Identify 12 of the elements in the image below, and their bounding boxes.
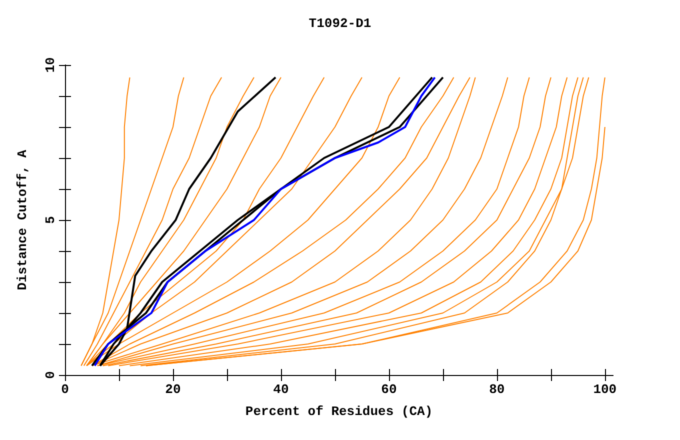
x-axis-title: Percent of Residues (CA) <box>245 404 433 419</box>
x-tick-label: 40 <box>273 382 289 397</box>
x-tick-label: 0 <box>61 382 70 397</box>
y-axis-title: Distance Cutoff, A <box>15 150 30 290</box>
x-tick-label: 20 <box>165 382 181 397</box>
x-tick-label: 80 <box>489 382 505 397</box>
y-tick-label: 0 <box>43 370 58 379</box>
y-tick-label: 10 <box>43 57 58 73</box>
y-tick-label: 5 <box>43 216 58 224</box>
x-tick-label: 100 <box>593 382 617 397</box>
chart-title: T1092-D1 <box>308 16 372 31</box>
x-tick-label: 60 <box>381 382 397 397</box>
